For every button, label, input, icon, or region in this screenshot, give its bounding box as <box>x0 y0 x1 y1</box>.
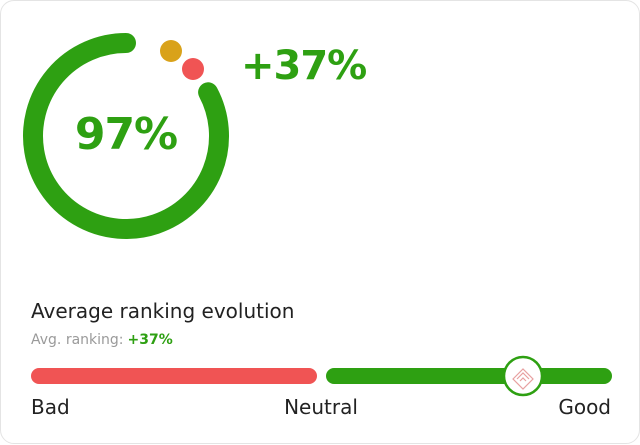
gauge-value: 97% <box>74 109 178 160</box>
knob-icon <box>512 368 534 390</box>
scale-label: Good <box>558 395 611 419</box>
subtitle-value: +37% <box>127 332 173 348</box>
bar-good <box>326 368 612 384</box>
subtitle: Avg. ranking: +37% <box>31 332 173 348</box>
subtitle-label: Avg. ranking: <box>31 332 124 348</box>
change: +37% <box>241 43 367 89</box>
slider-knob[interactable] <box>502 355 544 397</box>
bar-bad <box>31 368 317 384</box>
gauge-arc <box>23 33 229 239</box>
gauge-dot-red <box>182 58 204 80</box>
gauge-dot-yellow <box>160 40 182 62</box>
scale-label: Bad <box>31 395 70 419</box>
section-title: Average ranking evolution <box>31 299 295 323</box>
scale-label: Neutral <box>284 395 358 419</box>
